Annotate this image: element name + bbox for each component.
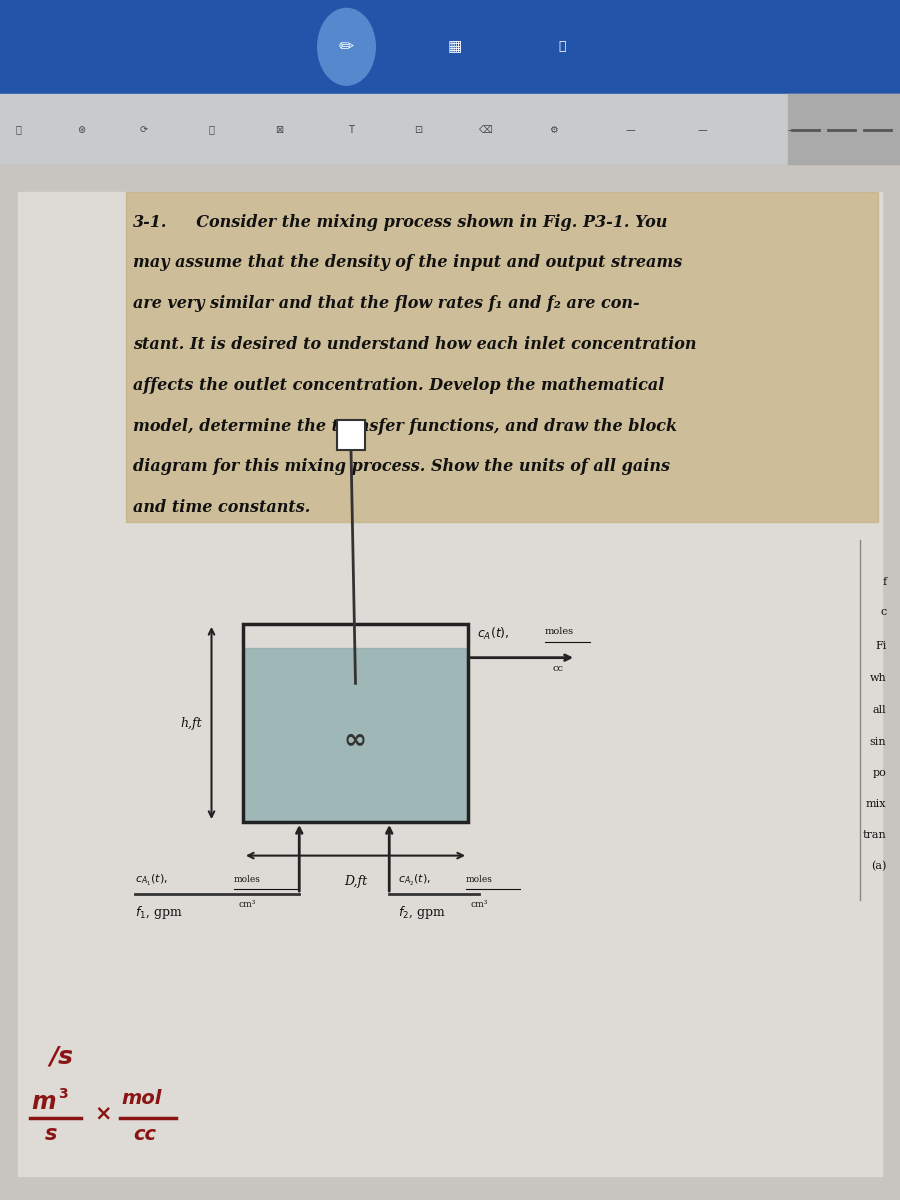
Text: ×: × xyxy=(94,1104,112,1123)
Bar xyxy=(243,624,468,822)
Text: moles: moles xyxy=(466,876,492,884)
Text: cm³: cm³ xyxy=(238,900,256,910)
Text: and time constants.: and time constants. xyxy=(133,499,310,516)
Text: mix: mix xyxy=(866,799,886,809)
Text: $c_{A_2}(t),$: $c_{A_2}(t),$ xyxy=(398,872,431,888)
Text: —: — xyxy=(837,125,846,134)
Text: wh: wh xyxy=(869,673,886,683)
Text: ⊠: ⊠ xyxy=(274,125,284,134)
Text: —: — xyxy=(626,125,634,134)
Text: are very similar and that the flow rates f₁ and f₂ are con-: are very similar and that the flow rates… xyxy=(133,295,640,312)
Bar xyxy=(243,648,468,822)
Text: 3-1.: 3-1. xyxy=(133,214,167,230)
Text: sin: sin xyxy=(870,737,886,746)
Text: $f_2$, gpm: $f_2$, gpm xyxy=(398,904,446,920)
Text: moles: moles xyxy=(544,628,573,636)
Text: po: po xyxy=(873,768,886,778)
Text: s: s xyxy=(45,1124,58,1144)
Text: 3: 3 xyxy=(58,1087,68,1102)
Text: —: — xyxy=(698,125,706,134)
Text: f: f xyxy=(882,577,886,587)
Text: $c_{A_1}(t),$: $c_{A_1}(t),$ xyxy=(135,872,167,888)
Text: may assume that the density of the input and output streams: may assume that the density of the input… xyxy=(133,254,682,271)
Text: D,ft: D,ft xyxy=(344,876,367,888)
Text: 🎤: 🎤 xyxy=(559,41,566,53)
Bar xyxy=(18,192,882,1176)
Text: ⧄: ⧄ xyxy=(15,125,21,134)
Text: T: T xyxy=(348,125,354,134)
Text: Consider the mixing process shown in Fig. P3-1. You: Consider the mixing process shown in Fig… xyxy=(185,214,668,230)
Text: cc: cc xyxy=(133,1124,157,1144)
Text: —: — xyxy=(788,125,796,134)
Text: cc: cc xyxy=(553,664,563,673)
Text: ⭐: ⭐ xyxy=(209,125,214,134)
Text: (a): (a) xyxy=(871,862,886,871)
Text: h,ft: h,ft xyxy=(181,716,202,730)
Text: ⚙: ⚙ xyxy=(549,125,558,134)
Text: —: — xyxy=(864,125,873,134)
Bar xyxy=(0,94,900,164)
Bar xyxy=(788,94,900,164)
Text: ▦: ▦ xyxy=(447,40,462,54)
Text: cm³: cm³ xyxy=(470,900,488,910)
Bar xyxy=(337,420,365,450)
Text: affects the outlet concentration. Develop the mathematical: affects the outlet concentration. Develo… xyxy=(133,377,664,394)
Text: ✏: ✏ xyxy=(339,37,354,55)
Text: ⌫: ⌫ xyxy=(479,125,493,134)
Text: c: c xyxy=(880,607,886,617)
Text: $c_A(t),$: $c_A(t),$ xyxy=(477,626,509,642)
Bar xyxy=(0,0,900,94)
Text: model, determine the transfer functions, and draw the block: model, determine the transfer functions,… xyxy=(133,418,678,434)
Text: ⟳: ⟳ xyxy=(140,125,148,134)
Text: Fi: Fi xyxy=(875,641,886,650)
Text: stant. It is desired to understand how each inlet concentration: stant. It is desired to understand how e… xyxy=(133,336,697,353)
Text: /s: /s xyxy=(50,1044,74,1068)
Circle shape xyxy=(318,8,375,85)
Text: diagram for this mixing process. Show the units of all gains: diagram for this mixing process. Show th… xyxy=(133,458,670,475)
Text: m: m xyxy=(32,1090,56,1114)
Text: ∞: ∞ xyxy=(344,725,367,752)
Text: $f_1$, gpm: $f_1$, gpm xyxy=(135,904,183,920)
Text: ⊛: ⊛ xyxy=(76,125,86,134)
Bar xyxy=(0,164,900,1200)
Text: all: all xyxy=(873,706,886,715)
Text: ⊡: ⊡ xyxy=(414,125,423,134)
Bar xyxy=(126,192,878,522)
Text: mol: mol xyxy=(122,1088,162,1108)
Text: moles: moles xyxy=(234,876,261,884)
Text: tran: tran xyxy=(863,830,886,840)
